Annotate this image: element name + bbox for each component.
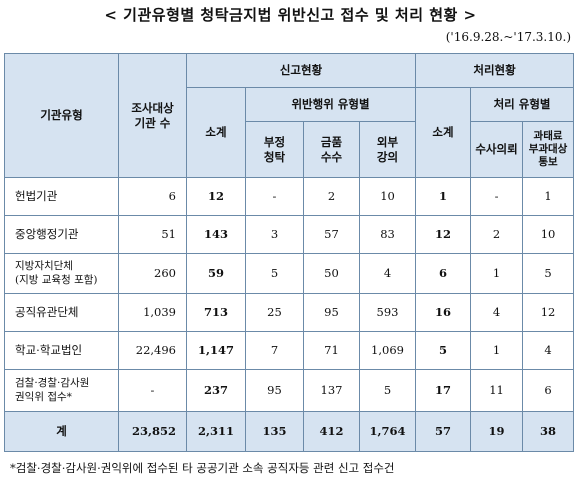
survey-count: - (118, 369, 187, 412)
header-subtotal: 소계 (186, 87, 246, 178)
header-survey-count: 조사대상 기관 수 (118, 53, 187, 178)
header-org-type: 기관유형 (4, 53, 119, 178)
org-name: 지방자치단체 (지방 교육청 포함) (4, 253, 119, 294)
lecture-count: 5 (358, 369, 417, 412)
survey-count: 1,039 (118, 293, 187, 332)
header-outside-lecture: 외부 강의 (358, 121, 417, 178)
total-label: 계 (4, 411, 119, 452)
org-name: 검찰·경찰·감사원 권익위 접수* (4, 369, 119, 412)
money-count: 71 (303, 331, 360, 370)
report-subtotal: 59 (186, 253, 246, 294)
total-row: 계 23,852 2,311 135 412 1,764 57 19 38 (4, 411, 575, 452)
total-money-count: 412 (303, 411, 360, 452)
period-label: ('16.9.28.~'17.3.10.) (445, 30, 571, 44)
total-report-subtotal: 2,311 (186, 411, 246, 452)
org-name: 공직유관단체 (4, 293, 119, 332)
fine-count: 10 (522, 215, 575, 254)
improper-count: 3 (245, 215, 304, 254)
improper-count: - (245, 177, 304, 216)
org-name: 학교·학교법인 (4, 331, 119, 370)
header-processing-subtotal: 소계 (415, 87, 472, 178)
total-investigation-count: 19 (470, 411, 524, 452)
table-row: 공직유관단체 1,039 713 25 95 593 16 4 12 (4, 293, 575, 332)
improper-count: 25 (245, 293, 304, 332)
header-investigation-request: 수사의뢰 (470, 121, 524, 178)
total-improper-count: 135 (245, 411, 304, 452)
money-count: 50 (303, 253, 360, 294)
total-lecture-count: 1,764 (358, 411, 417, 452)
processing-subtotal: 12 (415, 215, 472, 254)
fine-count: 4 (522, 331, 575, 370)
lecture-count: 83 (358, 215, 417, 254)
investigation-count: 1 (470, 331, 524, 370)
header-violation-by-type: 위반행위 유형별 (244, 87, 417, 122)
processing-subtotal: 1 (415, 177, 472, 216)
processing-subtotal: 17 (415, 369, 472, 412)
survey-count: 260 (118, 253, 187, 294)
org-name: 중앙행정기관 (4, 215, 119, 254)
report-subtotal: 12 (186, 177, 246, 216)
investigation-count: 11 (470, 369, 524, 412)
fine-count: 1 (522, 177, 575, 216)
money-count: 57 (303, 215, 360, 254)
fine-count: 5 (522, 253, 575, 294)
lecture-count: 4 (358, 253, 417, 294)
processing-subtotal: 5 (415, 331, 472, 370)
header-by-processing-type: 처리 유형별 (470, 87, 575, 122)
report-table: 기관유형 조사대상 기관 수 신고현황 처리현황 소계 위반행위 유형별 소계 … (4, 53, 575, 452)
investigation-count: 1 (470, 253, 524, 294)
improper-count: 95 (245, 369, 304, 412)
header-money-receipt: 금품 수수 (303, 121, 360, 178)
survey-count: 22,496 (118, 331, 187, 370)
improper-count: 5 (245, 253, 304, 294)
money-count: 95 (303, 293, 360, 332)
header-processing-status: 처리현황 (415, 53, 575, 88)
table-title: < 기관유형별 청탁금지법 위반신고 접수 및 처리 현황 > (104, 6, 477, 24)
header-report-status: 신고현황 (185, 53, 417, 88)
table-row: 학교·학교법인 22,496 1,147 7 71 1,069 5 1 4 (4, 331, 575, 370)
lecture-count: 1,069 (358, 331, 417, 370)
investigation-count: 4 (470, 293, 524, 332)
report-subtotal: 143 (186, 215, 246, 254)
header-improper-solicitation: 부정 청탁 (245, 121, 304, 178)
table-row: 중앙행정기관 51 143 3 57 83 12 2 10 (4, 215, 575, 254)
table-row: 검찰·경찰·감사원 권익위 접수* - 237 95 137 5 17 11 6 (4, 369, 575, 412)
org-name: 헌법기관 (4, 177, 119, 216)
fine-count: 6 (522, 369, 575, 412)
investigation-count: 2 (470, 215, 524, 254)
footnote: *검찰·경찰·감사원·권익위에 접수된 타 공공기관 소속 공직자등 관련 신고… (10, 461, 395, 475)
total-processing-subtotal: 57 (415, 411, 472, 452)
fine-count: 12 (522, 293, 575, 332)
survey-count: 6 (118, 177, 187, 216)
table-row: 헌법기관 6 12 - 2 10 1 - 1 (4, 177, 575, 216)
survey-count: 51 (118, 215, 187, 254)
report-subtotal: 1,147 (186, 331, 246, 370)
total-survey-count: 23,852 (118, 411, 187, 452)
processing-subtotal: 16 (415, 293, 472, 332)
lecture-count: 10 (358, 177, 417, 216)
table-row: 지방자치단체 (지방 교육청 포함) 260 59 5 50 4 6 1 5 (4, 253, 575, 294)
processing-subtotal: 6 (415, 253, 472, 294)
improper-count: 7 (245, 331, 304, 370)
money-count: 137 (303, 369, 360, 412)
header-fine-notification: 과태료 부과대상 통보 (522, 121, 575, 178)
money-count: 2 (303, 177, 360, 216)
lecture-count: 593 (358, 293, 417, 332)
report-subtotal: 237 (186, 369, 246, 412)
report-subtotal: 713 (186, 293, 246, 332)
total-fine-count: 38 (522, 411, 575, 452)
investigation-count: - (470, 177, 524, 216)
